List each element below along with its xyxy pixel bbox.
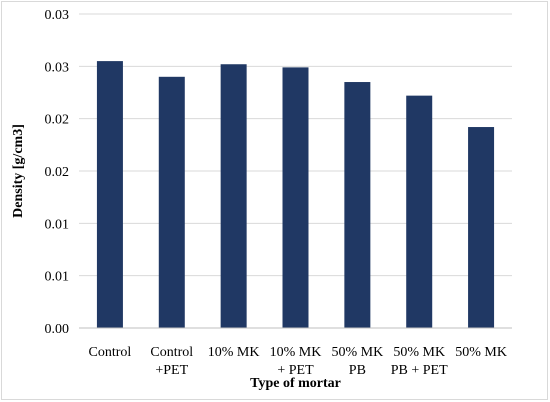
y-tick-labels: 0.00 0.01 0.01 0.02 0.02 0.03 0.03 <box>45 8 70 337</box>
bar <box>468 127 495 328</box>
bar <box>344 82 371 329</box>
x-tick-label: + PET <box>277 363 314 378</box>
x-tick-label: 10% MK <box>208 345 260 360</box>
x-axis-title: Type of mortar <box>250 376 341 391</box>
gridlines <box>79 13 512 277</box>
x-tick-label: +PET <box>155 363 188 378</box>
x-tick-label: 10% MK <box>270 345 322 360</box>
x-tick-label: PB + PET <box>391 363 448 378</box>
y-tick-label: 0.03 <box>45 60 70 75</box>
y-tick-label: 0.01 <box>45 217 70 232</box>
y-tick-label: 0.02 <box>45 113 70 128</box>
bars <box>96 61 495 329</box>
x-tick-label: 50% MK <box>455 345 507 360</box>
bar <box>220 64 247 329</box>
x-tick-label: PB <box>349 363 366 378</box>
y-axis-title: Density [g/cm3] <box>11 124 26 218</box>
y-tick-label: 0.01 <box>45 270 70 285</box>
x-tick-label: 50% MK <box>393 345 445 360</box>
y-tick-label: 0.03 <box>45 8 70 23</box>
y-tick-label: 0.00 <box>45 322 70 337</box>
bar <box>96 61 123 328</box>
x-tick-label: 50% MK <box>331 345 383 360</box>
bar <box>406 95 433 328</box>
bar <box>282 67 309 328</box>
bar <box>158 76 185 328</box>
x-tick-label: Control <box>150 345 193 360</box>
y-tick-label: 0.02 <box>45 165 70 180</box>
x-tick-label: Control <box>89 345 132 360</box>
x-tick-labels: Control Control +PET 10% MK 10% MK + PET 50% M… <box>89 345 507 378</box>
